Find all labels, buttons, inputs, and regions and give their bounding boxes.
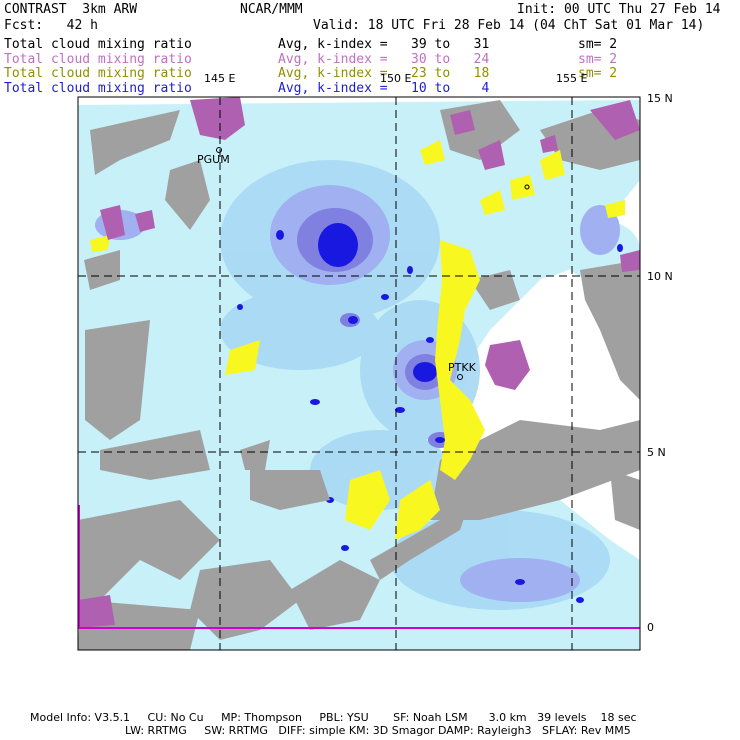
model-title: CONTRAST 3km ARW [4,2,138,17]
map-frame [77,96,641,651]
field-2-name: Total cloud mixing ratio [4,52,192,67]
field-2-smooth: sm= 2 [578,52,618,67]
valid-time: Valid: 18 UTC Fri 28 Feb 14 (04 ChT Sat … [313,18,705,33]
lon-label-145: 145 E [204,72,236,85]
field-1-smooth: sm= 2 [578,37,618,52]
station-label-pgum: PGUM [197,153,230,166]
field-3-name: Total cloud mixing ratio [4,66,192,81]
lat-label-15n: 15 N [647,92,673,105]
field-3-range: Avg, k-index = 23 to 18 [278,66,490,81]
lat-label-5n: 5 N [647,446,666,459]
yellow-cloud-band [90,140,625,540]
field-4-range: Avg, k-index = 10 to 4 [278,81,490,96]
model-info-line-1: Model Info: V3.5.1 CU: No Cu MP: Thompso… [30,711,637,724]
dark-blue-cores [146,223,623,603]
lon-label-150: 150 E [380,72,412,85]
magenta-cloud [78,97,640,628]
field-2-range: Avg, k-index = 30 to 24 [278,52,490,67]
field-1-range: Avg, k-index = 39 to 31 [278,37,490,52]
model-info-line-2: LW: RRTMG SW: RRTMG DIFF: simple KM: 3D … [125,724,631,737]
lat-label-0: 0 [647,621,654,634]
lon-label-155: 155 E [556,72,588,85]
forecast-hour: Fcst: 42 h [4,18,98,33]
station-marker-small [524,184,530,190]
station-marker-ptkk [457,374,463,380]
station-marker-pgum [216,147,222,153]
field-3-smooth: sm= 2 [578,66,618,81]
field-1-name: Total cloud mixing ratio [4,37,192,52]
lat-label-10n: 10 N [647,270,673,283]
gray-cloud-left [78,110,380,650]
init-time: Init: 00 UTC Thu 27 Feb 14 [517,2,721,17]
field-4-name: Total cloud mixing ratio [4,81,192,96]
station-label-ptkk: PTKK [448,361,476,374]
center-name: NCAR/MMM [240,2,303,17]
